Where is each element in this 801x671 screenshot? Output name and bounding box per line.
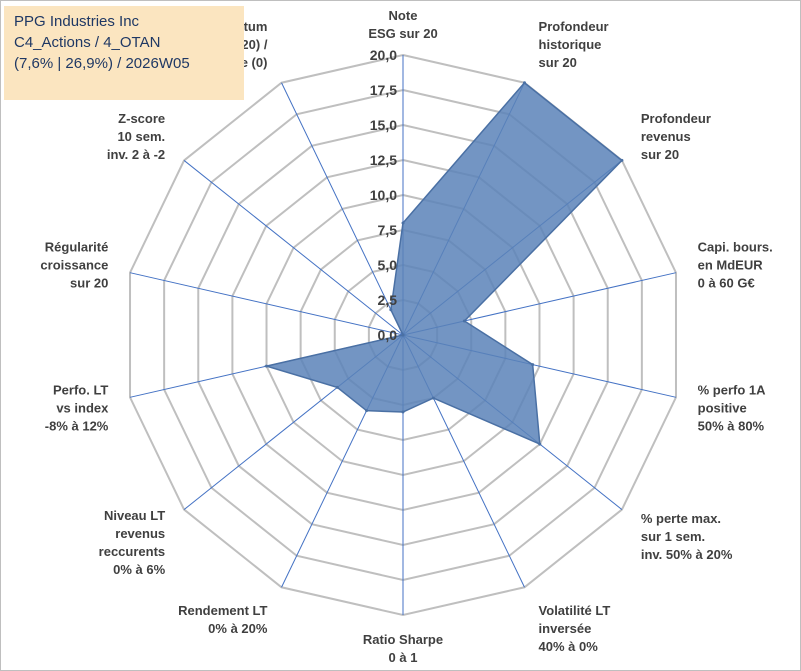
data-point bbox=[401, 410, 405, 414]
axis-labels: Note ESG sur 20 Profondeur historique sur 20… bbox=[40, 8, 772, 665]
tick-label: 20,0 bbox=[370, 47, 397, 63]
category-line: C4_Actions / 4_OTAN bbox=[14, 34, 161, 51]
data-point bbox=[431, 396, 435, 400]
axis-label: Note ESG sur 20 bbox=[368, 8, 437, 41]
series-area bbox=[263, 81, 624, 446]
data-point bbox=[389, 308, 393, 312]
tick-label: 7,5 bbox=[378, 222, 398, 238]
tick-label: 17,5 bbox=[370, 82, 397, 98]
tick-label: 5,0 bbox=[378, 257, 398, 273]
axis-label: Profondeur revenus sur 20 bbox=[641, 111, 711, 162]
data-point bbox=[462, 319, 466, 323]
stats-line: (7,6% | 26,9%) / 2026W05 bbox=[14, 55, 190, 72]
axis-label: Profondeur historique sur 20 bbox=[539, 19, 609, 70]
data-point bbox=[265, 364, 269, 368]
axis-label: Rendement LT 0% à 20% bbox=[178, 603, 268, 636]
data-point bbox=[620, 158, 624, 162]
axis-label: Niveau LT revenus reccurents 0% à 6% bbox=[99, 508, 166, 577]
tick-label: 12,5 bbox=[370, 152, 397, 168]
data-point bbox=[401, 221, 405, 225]
title-box: PPG Industries Inc C4_Actions / 4_OTAN (… bbox=[4, 6, 244, 100]
axis-spoke bbox=[281, 82, 404, 336]
tick-label: 2,5 bbox=[378, 292, 398, 308]
axis-label: Volatilité LT inversée 40% à 0% bbox=[539, 603, 611, 654]
axis-spoke bbox=[129, 272, 404, 336]
axis-label: Z-score 10 sem. inv. 2 à -2 bbox=[107, 111, 165, 162]
axis-label: % perfo 1A positive 50% à 80% bbox=[698, 382, 767, 433]
axis-label: % perte max. sur 1 sem. inv. 50% à 20% bbox=[641, 511, 733, 562]
tick-label: 10,0 bbox=[370, 187, 397, 203]
axis-label: Régularité croissance sur 20 bbox=[40, 240, 108, 291]
axis-label: Capi. bours. en MdEUR 0 à 60 G€ bbox=[698, 240, 773, 291]
data-point bbox=[401, 333, 405, 337]
radial-tick-labels: 0,0 2,5 5,0 7,5 10,0 12,5 15,0 17,5 20,0 bbox=[370, 47, 397, 343]
radar-series bbox=[263, 81, 624, 446]
data-point bbox=[522, 81, 526, 85]
tick-label: 0,0 bbox=[378, 327, 398, 343]
tick-label: 15,0 bbox=[370, 117, 397, 133]
data-point bbox=[335, 385, 339, 389]
axis-spoke bbox=[183, 160, 404, 336]
data-point bbox=[365, 409, 369, 413]
axis-label: Perfo. LT vs index -8% à 12% bbox=[45, 382, 109, 433]
data-point bbox=[531, 363, 535, 367]
data-point bbox=[538, 442, 542, 446]
axis-label: Ratio Sharpe 0 à 1 bbox=[363, 632, 443, 665]
company-name: PPG Industries Inc bbox=[14, 13, 140, 30]
